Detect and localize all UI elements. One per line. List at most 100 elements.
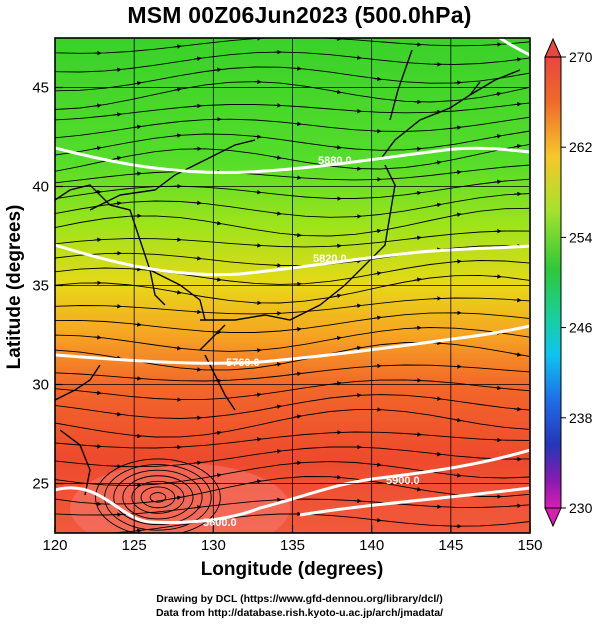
swirl-streamline <box>113 469 203 526</box>
streamline-arrow <box>493 179 502 184</box>
colorbar-tick-label: 254 <box>569 229 593 245</box>
streamline-arrow <box>353 345 362 351</box>
x-tick-label: 145 <box>438 537 463 554</box>
streamline <box>55 409 530 438</box>
swirl-streamline <box>149 492 167 503</box>
credit-line-drawing: Drawing by DCL (https://www.gfd-dennou.o… <box>156 593 443 605</box>
streamline-arrow <box>373 462 382 467</box>
x-tick-label: 135 <box>280 537 305 554</box>
streamline-arrow <box>273 449 282 454</box>
colorbar-tick-label: 230 <box>569 500 593 516</box>
streamline-arrow <box>413 190 422 196</box>
streamline-arrow <box>413 277 422 282</box>
contour-label: 5880.0 <box>318 155 352 167</box>
streamline-arrow <box>293 414 302 419</box>
streamline-arrow <box>493 274 502 279</box>
streamline-arrow <box>173 290 182 295</box>
y-tick-label: 40 <box>32 179 49 196</box>
streamline-arrow <box>93 103 102 108</box>
streamline <box>55 274 530 304</box>
streamline-arrow <box>113 411 122 417</box>
contour-label: 5900.0 <box>386 475 420 487</box>
streamline-arrow <box>353 55 362 60</box>
streamline-arrow <box>333 89 342 95</box>
streamline-arrow <box>513 406 522 412</box>
x-tick-label: 130 <box>201 537 226 554</box>
streamline-arrow <box>213 277 222 282</box>
streamline-arrow <box>133 124 142 130</box>
streamline-arrow <box>253 348 262 353</box>
y-axis: 25 30 35 40 45 <box>32 80 63 493</box>
streamline-arrow <box>453 473 462 478</box>
credits: Drawing by DCL (https://www.gfd-dennou.o… <box>0 592 599 620</box>
streamline <box>55 431 530 449</box>
streamline-arrow <box>253 134 262 139</box>
streamline-arrow <box>293 460 302 466</box>
streamline <box>55 81 530 110</box>
streamline-arrow <box>253 392 262 397</box>
height-contours <box>55 38 530 524</box>
streamline-arrow <box>133 81 142 86</box>
streamline <box>55 130 530 156</box>
streamline-arrow <box>373 271 382 276</box>
streamline <box>55 164 530 184</box>
streamline-arrow <box>273 404 282 409</box>
y-tick-label: 25 <box>32 476 49 493</box>
contour-line <box>55 448 530 524</box>
streamline-arrow <box>413 487 422 492</box>
colorbar-tick-label: 270 <box>569 49 593 65</box>
mainland-coast <box>89 139 256 211</box>
contour-line <box>55 243 530 277</box>
plot-area: 5880.0 5820.0 5760.0 5900.0 5600.0 <box>55 38 530 533</box>
streamline-arrow <box>433 451 442 457</box>
streamline-arrow <box>493 385 502 391</box>
colorbar-tick-label: 246 <box>569 320 593 336</box>
x-tick-label: 120 <box>42 537 67 554</box>
colorbar-scale <box>544 56 562 509</box>
china-southeast-coast <box>55 364 101 401</box>
streamline-arrow <box>113 155 122 161</box>
x-tick-label: 150 <box>517 537 542 554</box>
streamline-arrow <box>453 212 462 217</box>
streamline-arrow <box>373 228 382 234</box>
streamline-arrow <box>513 57 522 62</box>
streamline-arrow <box>193 256 202 261</box>
streamline <box>55 178 530 200</box>
contour-line <box>499 38 530 57</box>
x-tick-label: 140 <box>359 537 384 554</box>
streamline-arrow <box>93 335 102 340</box>
grid-lines <box>55 38 530 533</box>
streamline-arrow <box>453 125 462 130</box>
streamline-arrow <box>333 293 342 299</box>
streamline-arrow <box>133 171 142 176</box>
streamline-arrow <box>253 479 262 484</box>
streamline-arrow <box>453 417 462 423</box>
y-axis-title: Latitude (degrees) <box>4 205 25 370</box>
chart-title: MSM 00Z06Jun2023 (500.0hPa) <box>127 2 472 28</box>
streamline-arrow <box>293 121 302 127</box>
swirl-streamline <box>95 458 221 533</box>
streamline <box>55 116 530 139</box>
kyushu-coast <box>199 324 226 351</box>
swirl-streamline <box>140 486 176 509</box>
streamline-arrow <box>293 371 302 377</box>
contour-line <box>299 486 530 517</box>
streamline-arrow <box>373 76 382 82</box>
streamline-arrow <box>333 145 342 150</box>
streamline-arrow <box>273 362 282 367</box>
streamline-arrow <box>353 303 362 309</box>
streamline-arrow <box>413 146 422 152</box>
x-axis: 120 125 130 135 140 145 150 <box>42 525 543 554</box>
streamline <box>55 66 530 92</box>
streamline-arrow <box>373 517 382 523</box>
streamline <box>55 364 530 382</box>
streamline-arrow <box>253 189 262 195</box>
hokkaido-coast <box>379 81 481 161</box>
streamline <box>55 38 530 54</box>
korea-south-coast <box>149 269 206 321</box>
streamline-arrow <box>193 56 202 61</box>
streamline-arrow <box>493 91 502 97</box>
coastlines <box>55 49 521 496</box>
swirl-streamline <box>131 480 185 514</box>
y-tick-label: 45 <box>32 80 49 97</box>
